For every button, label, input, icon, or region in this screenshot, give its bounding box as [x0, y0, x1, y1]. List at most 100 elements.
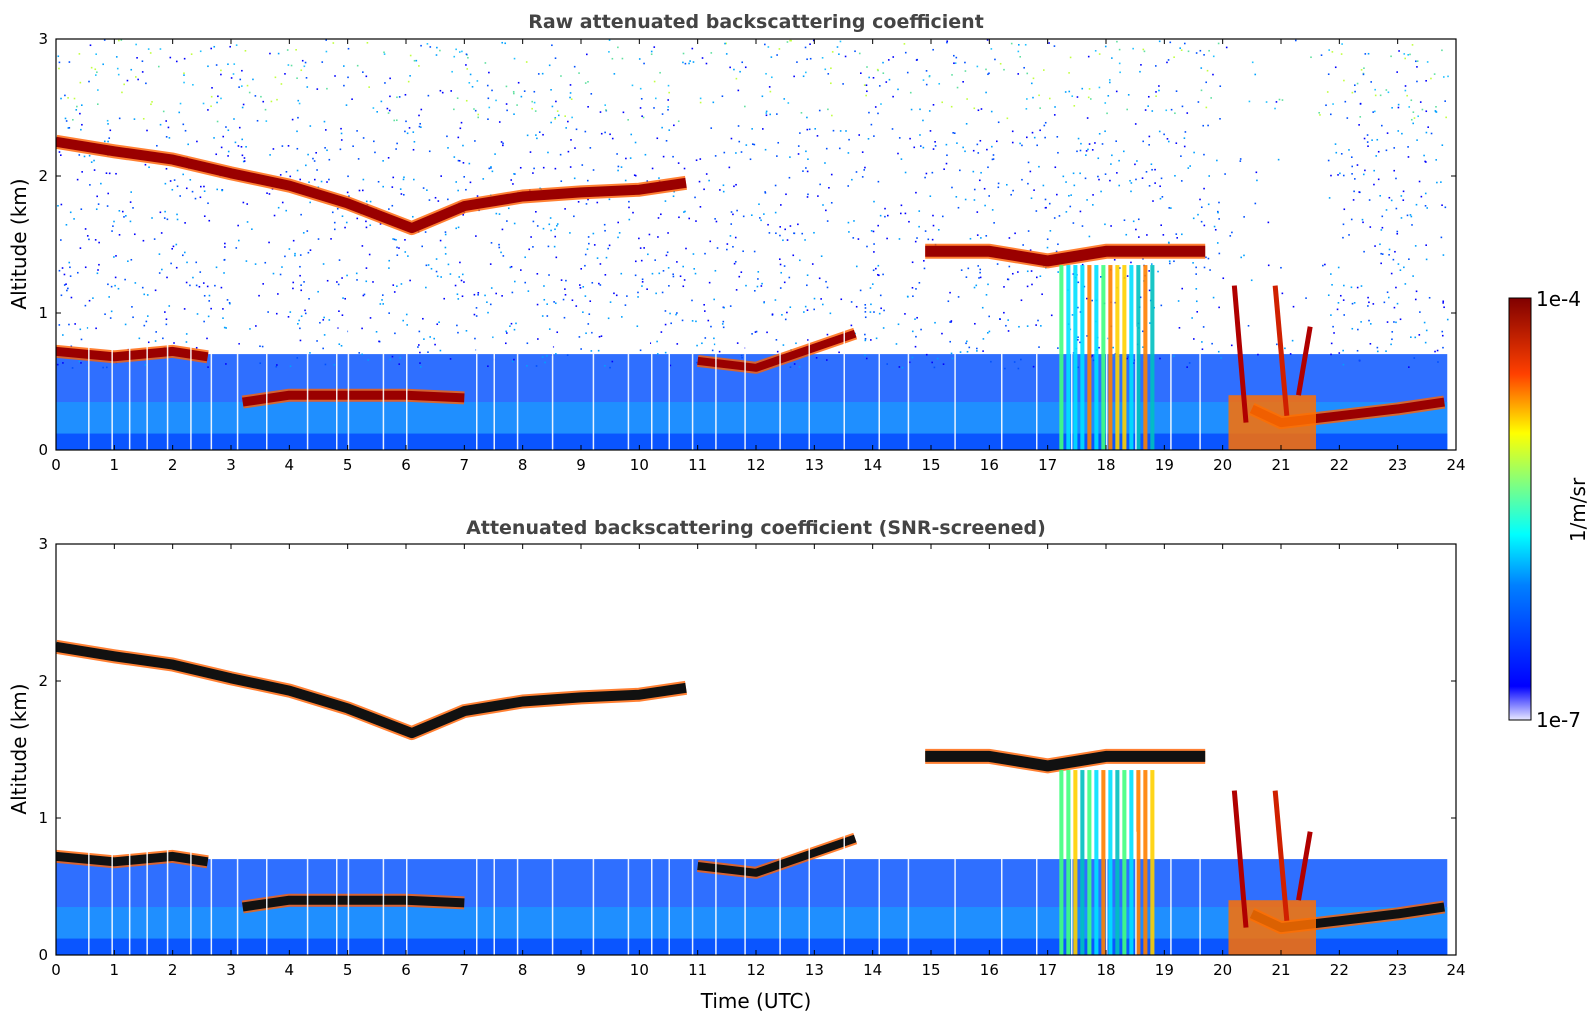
noise-speck: [287, 64, 290, 66]
noise-speck: [753, 143, 756, 146]
noise-speck: [1380, 252, 1382, 255]
panel-screened-ylabel: Altitude (km): [7, 683, 31, 814]
noise-speck: [498, 213, 501, 215]
noise-speck: [100, 182, 102, 185]
noise-speck: [741, 61, 744, 64]
noise-speck: [118, 117, 121, 120]
noise-speck: [821, 303, 824, 306]
noise-speck: [202, 282, 205, 284]
noise-speck: [962, 146, 964, 149]
noise-speck: [143, 293, 146, 296]
noise-speck: [1441, 330, 1444, 333]
noise-speck: [165, 167, 168, 170]
noise-speck: [1026, 98, 1028, 100]
noise-speck: [544, 361, 546, 364]
noise-speck: [1342, 223, 1345, 226]
noise-speck: [215, 64, 218, 66]
noise-speck: [208, 300, 211, 302]
noise-speck: [1393, 147, 1396, 149]
noise-speck: [1007, 319, 1009, 321]
noise-speck: [185, 341, 188, 343]
noise-speck: [1434, 110, 1437, 113]
x-tick-label: 13: [805, 456, 824, 474]
noise-speck: [660, 331, 663, 333]
noise-speck: [591, 281, 594, 284]
noise-speck: [1098, 346, 1100, 349]
noise-speck: [1094, 49, 1097, 52]
noise-speck: [186, 261, 188, 264]
noise-speck: [965, 342, 967, 345]
noise-speck: [1025, 108, 1028, 110]
noise-speck: [404, 93, 407, 96]
noise-speck: [323, 334, 326, 336]
panel-screened-title: Attenuated backscattering coefficient (S…: [466, 517, 1046, 539]
noise-speck: [210, 95, 213, 98]
noise-speck: [449, 358, 452, 360]
noise-speck: [1257, 353, 1259, 356]
noise-speck: [931, 171, 934, 174]
noise-speck: [1442, 302, 1444, 304]
noise-speck: [854, 50, 856, 53]
noise-speck: [789, 366, 792, 368]
noise-speck: [1166, 61, 1168, 64]
noise-speck: [506, 109, 508, 112]
noise-speck: [581, 164, 584, 166]
noise-speck: [308, 297, 310, 300]
data-gap: [210, 831, 213, 955]
noise-speck: [457, 159, 460, 162]
noise-speck: [1437, 361, 1439, 363]
noise-speck: [300, 284, 302, 286]
noise-speck: [182, 123, 185, 126]
noise-speck: [1358, 124, 1360, 126]
noise-speck: [413, 178, 415, 181]
noise-speck: [994, 58, 996, 61]
noise-speck: [1364, 53, 1367, 55]
noise-speck: [735, 77, 738, 80]
noise-speck: [532, 220, 535, 223]
noise-speck: [1158, 40, 1161, 43]
noise-speck: [1337, 174, 1339, 176]
noise-speck: [699, 206, 702, 208]
noise-speck: [475, 235, 477, 237]
noise-speck: [714, 269, 717, 272]
noise-speck: [617, 46, 619, 49]
noise-speck: [1152, 200, 1154, 202]
noise-speck: [864, 311, 867, 313]
noise-speck: [787, 102, 790, 104]
noise-speck: [299, 265, 301, 268]
noise-speck: [779, 287, 782, 289]
noise-speck: [758, 203, 760, 206]
noise-speck: [570, 98, 573, 100]
noise-speck: [1406, 214, 1409, 217]
noise-speck: [388, 208, 390, 210]
noise-speck: [1419, 101, 1422, 103]
noise-speck: [1005, 324, 1007, 327]
noise-speck: [1003, 311, 1005, 314]
noise-speck: [669, 364, 672, 367]
noise-speck: [412, 131, 415, 133]
noise-speck: [258, 294, 260, 297]
noise-speck: [512, 183, 514, 185]
noise-speck: [969, 237, 972, 240]
noise-speck: [58, 151, 61, 153]
noise-speck: [639, 349, 642, 352]
noise-speck: [692, 61, 695, 63]
noise-speck: [337, 283, 340, 286]
noise-speck: [502, 255, 505, 257]
noise-speck: [978, 179, 981, 182]
noise-speck: [1426, 61, 1429, 63]
noise-speck: [877, 273, 879, 276]
noise-speck: [1148, 270, 1150, 272]
noise-speck: [1203, 266, 1206, 269]
noise-speck: [914, 318, 916, 320]
noise-speck: [1350, 286, 1353, 289]
noise-speck: [1183, 145, 1186, 148]
noise-speck: [570, 139, 572, 141]
noise-speck: [1333, 332, 1335, 334]
noise-speck: [214, 284, 216, 287]
noise-speck: [320, 180, 323, 183]
noise-speck: [744, 105, 746, 108]
noise-speck: [560, 180, 563, 183]
noise-speck: [1130, 182, 1133, 184]
noise-speck: [304, 309, 306, 312]
